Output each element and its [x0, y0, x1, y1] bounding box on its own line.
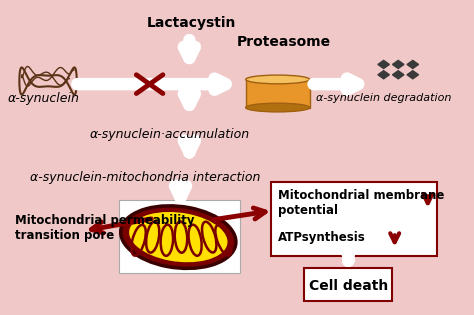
- FancyBboxPatch shape: [118, 200, 240, 273]
- Text: α-synuclein·accumulation: α-synuclein·accumulation: [90, 128, 249, 140]
- Text: α-synuclein: α-synuclein: [8, 92, 80, 105]
- Polygon shape: [392, 71, 404, 79]
- Ellipse shape: [121, 206, 236, 268]
- Text: α-synuclein-mitochondria interaction: α-synuclein-mitochondria interaction: [30, 171, 260, 184]
- Polygon shape: [407, 60, 419, 69]
- Polygon shape: [407, 71, 419, 79]
- Ellipse shape: [128, 211, 228, 263]
- Ellipse shape: [246, 103, 310, 112]
- Text: Mitochondrial permeability
transition pore: Mitochondrial permeability transition po…: [15, 214, 194, 242]
- FancyBboxPatch shape: [271, 182, 437, 256]
- Text: Proteasome: Proteasome: [237, 35, 331, 49]
- FancyBboxPatch shape: [304, 268, 392, 301]
- Polygon shape: [378, 71, 389, 79]
- Ellipse shape: [246, 75, 310, 84]
- Text: α-synuclein degradation: α-synuclein degradation: [316, 93, 451, 103]
- Text: Lactacystin: Lactacystin: [147, 16, 236, 30]
- Bar: [246, 79, 310, 107]
- Text: ATPsynthesis: ATPsynthesis: [278, 231, 365, 243]
- Polygon shape: [378, 60, 389, 69]
- Polygon shape: [392, 60, 404, 69]
- Text: Mitochondrial membrane
potential: Mitochondrial membrane potential: [278, 189, 444, 217]
- Text: Cell death: Cell death: [309, 278, 388, 293]
